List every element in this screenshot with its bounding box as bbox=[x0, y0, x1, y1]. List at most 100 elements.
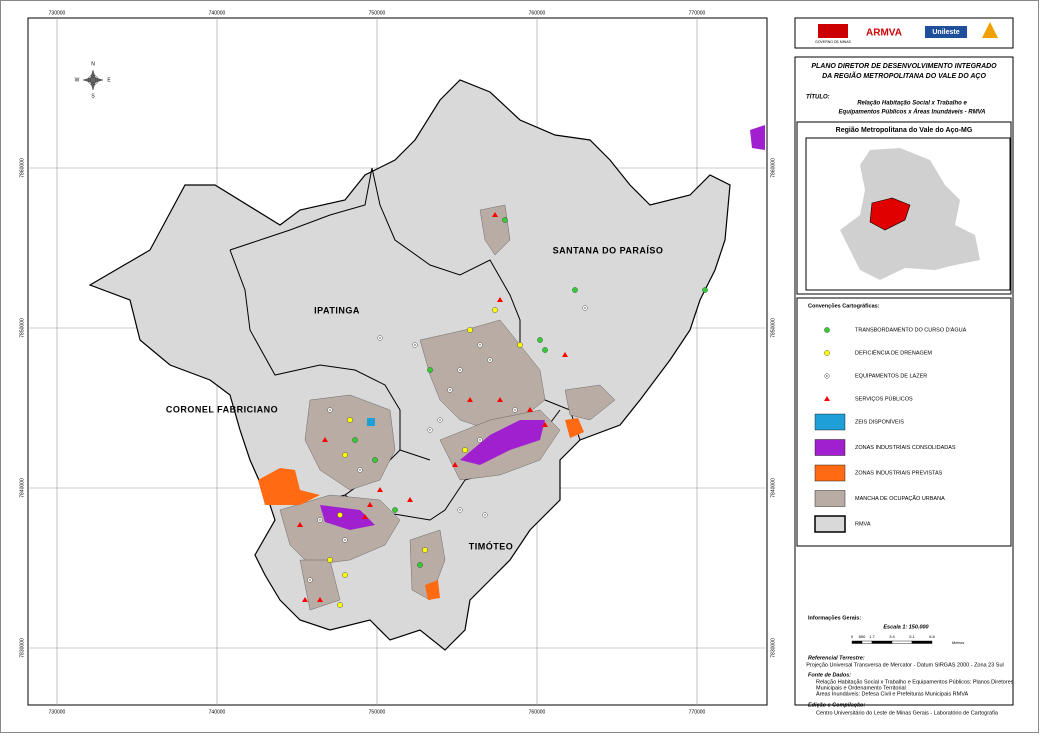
legend-label: DEFICIÊNCIA DE DRENAGEM bbox=[855, 348, 932, 356]
leisure-dot bbox=[484, 514, 486, 516]
scale-unit: Metros bbox=[952, 640, 964, 645]
leisure-dot bbox=[826, 375, 828, 377]
flood-point bbox=[372, 457, 378, 463]
urban-patch bbox=[564, 384, 616, 421]
leisure-dot bbox=[429, 429, 431, 431]
subtitle: Equipamentos Públicos x Áreas Inundáveis… bbox=[839, 109, 986, 116]
scale-label: 1.7 bbox=[869, 634, 875, 639]
leisure-dot bbox=[414, 344, 416, 346]
urban-patch bbox=[279, 494, 401, 566]
inset-state bbox=[840, 148, 980, 280]
leisure-dot bbox=[319, 519, 321, 521]
logo-text: GOVERNO DE MINAS bbox=[815, 40, 851, 44]
grid-label: 740000 bbox=[209, 709, 226, 715]
flood-point bbox=[417, 562, 423, 568]
urban-patch bbox=[299, 559, 341, 611]
scale-label: 3.4 bbox=[889, 634, 895, 639]
service-point bbox=[317, 597, 323, 602]
industrial-planned bbox=[425, 580, 440, 600]
leisure-dot bbox=[329, 409, 331, 411]
grid-label: 7830000 bbox=[770, 638, 776, 658]
grid-label: 7840000 bbox=[770, 478, 776, 498]
scale-label: 5.1 bbox=[909, 634, 915, 639]
legend-swatch bbox=[814, 464, 846, 482]
legend: TRANSBORDAMENTO DO CURSO D'ÁGUA DEFICIÊNC… bbox=[814, 326, 967, 533]
service-point bbox=[377, 487, 383, 492]
logo-text: ARMVA bbox=[866, 28, 902, 39]
place-label: IPATINGA bbox=[314, 305, 360, 315]
legend-label: EQUIPAMENTOS DE LAZER bbox=[855, 373, 927, 379]
drainage-point bbox=[422, 547, 428, 553]
leisure-dot bbox=[359, 469, 361, 471]
urban-patch bbox=[479, 204, 511, 256]
leisure-dot bbox=[309, 579, 311, 581]
compass-label: S bbox=[91, 93, 95, 99]
source-line: Municipais e Ordenamento Territorial bbox=[816, 685, 906, 691]
flood-point bbox=[824, 327, 830, 333]
leisure-dot bbox=[514, 409, 516, 411]
drainage-point bbox=[347, 417, 353, 423]
grid-label: 7860000 bbox=[19, 158, 25, 178]
scale-segment bbox=[911, 640, 933, 644]
grid-label: 760000 bbox=[529, 709, 546, 715]
drainage-point bbox=[517, 342, 523, 348]
drainage-point bbox=[462, 447, 468, 453]
industrial-planned bbox=[258, 468, 320, 505]
scale-segment bbox=[861, 640, 873, 644]
flood-point bbox=[572, 287, 578, 293]
flood-point bbox=[542, 347, 548, 353]
grid-label: 760000 bbox=[529, 10, 546, 16]
compass-label: W bbox=[75, 77, 80, 83]
leisure-dot bbox=[489, 359, 491, 361]
drainage-point bbox=[337, 512, 343, 518]
grid-label: 770000 bbox=[689, 10, 706, 16]
flood-point bbox=[352, 437, 358, 443]
grid-label: 750000 bbox=[369, 10, 386, 16]
legend-label: ZONAS INDUSTRIAIS PREVISTAS bbox=[855, 470, 943, 476]
legend-label: ZONAS INDUSTRIAIS CONSOLIDADAS bbox=[855, 445, 956, 451]
inset-rmva bbox=[869, 197, 911, 231]
scale-label: 850 bbox=[859, 634, 866, 639]
scale-text: Escala 1: 150.000 bbox=[883, 624, 928, 630]
place-label: CORONEL FABRICIANO bbox=[166, 404, 278, 414]
service-point bbox=[467, 397, 473, 402]
leisure-dot bbox=[344, 539, 346, 541]
flood-point bbox=[537, 337, 543, 343]
drainage-point bbox=[327, 557, 333, 563]
industrial-consolidated bbox=[320, 505, 375, 530]
grid-label: 730000 bbox=[49, 10, 66, 16]
service-point bbox=[362, 514, 368, 519]
compass-label: N bbox=[91, 61, 95, 67]
service-point bbox=[527, 407, 533, 412]
industrial-planned bbox=[565, 418, 584, 438]
scale-segment bbox=[891, 640, 913, 644]
drainage-point bbox=[467, 327, 473, 333]
north-arrow: N S E W bbox=[75, 61, 112, 99]
compass-label: E bbox=[107, 77, 111, 83]
legend-label: ZEIS DISPONÍVEIS bbox=[855, 418, 904, 425]
leisure-dot bbox=[439, 419, 441, 421]
service-point bbox=[497, 397, 503, 402]
zeis bbox=[367, 418, 375, 426]
grid-label: 740000 bbox=[209, 10, 226, 16]
drainage-point bbox=[342, 452, 348, 458]
drainage-point bbox=[824, 350, 830, 356]
legend-label: SERVIÇOS PÚBLICOS bbox=[855, 395, 913, 402]
legend-label: TRANSBORDAMENTO DO CURSO D'ÁGUA bbox=[855, 326, 967, 333]
grid-label: 750000 bbox=[369, 709, 386, 715]
leisure-dot bbox=[459, 509, 461, 511]
titulo-label: TÍTULO: bbox=[806, 94, 830, 101]
drainage-point bbox=[342, 572, 348, 578]
drainage-point bbox=[492, 307, 498, 313]
logo-governo bbox=[818, 24, 848, 38]
scale-bar: 0 850 1.7 3.4 5.1 6.8 Metros bbox=[851, 634, 964, 645]
urban-patch bbox=[419, 319, 546, 431]
source-line: Relação Habitação Social x Trabalho e Eq… bbox=[816, 679, 1014, 685]
grid-label: 730000 bbox=[49, 709, 66, 715]
drainage-point bbox=[337, 602, 343, 608]
rmva-area bbox=[88, 79, 731, 651]
edit-title: Edição e Compilação: bbox=[808, 702, 865, 708]
leisure-dot bbox=[479, 439, 481, 441]
flood-point bbox=[702, 287, 708, 293]
